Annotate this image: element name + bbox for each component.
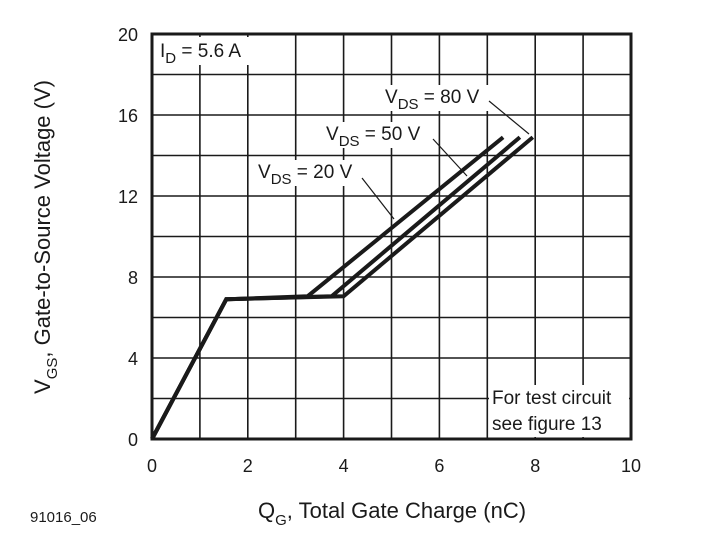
arrow-80v (488, 100, 530, 135)
curves (150, 135, 535, 440)
label-bg (256, 160, 368, 186)
y-tick-labels: 0 4 8 12 16 20 (118, 25, 138, 450)
condition-label-bg (156, 37, 268, 65)
note-line1: For test circuit (492, 388, 612, 409)
label-bg (382, 85, 494, 111)
note-bg (489, 385, 629, 437)
x-tick-label: 6 (434, 456, 444, 476)
y-tick-label: 12 (118, 187, 138, 207)
series-line-2 (150, 135, 535, 440)
y-tick-label: 8 (128, 268, 138, 288)
y-tick-label: 16 (118, 106, 138, 126)
x-tick-label: 0 (147, 456, 157, 476)
note-line2: see figure 13 (492, 414, 602, 435)
x-axis-label: QG, Total Gate Charge (nC) (258, 498, 526, 529)
series-label-50v: VDS = 50 V (326, 124, 421, 150)
x-tick-labels: 0 2 4 6 8 10 (147, 456, 641, 476)
series-label-80v: VDS = 80 V (385, 87, 480, 113)
figure-id: 91016_06 (30, 509, 97, 526)
y-tick-label: 20 (118, 25, 138, 45)
y-axis-label: VGS, Gate-to-Source Voltage (V) (30, 80, 61, 394)
plot-frame (150, 32, 633, 441)
series-label-20v: VDS = 20 V (258, 162, 353, 188)
x-tick-label: 10 (621, 456, 641, 476)
condition-label: ID = 5.6 A (160, 41, 241, 67)
label-arrows (361, 100, 530, 220)
x-tick-label: 2 (243, 456, 253, 476)
x-tick-label: 4 (339, 456, 349, 476)
arrow-50v (432, 138, 468, 177)
x-tick-label: 8 (530, 456, 540, 476)
arrow-20v (361, 177, 395, 220)
y-tick-label: 0 (128, 430, 138, 450)
y-tick-label: 4 (128, 349, 138, 369)
label-bg (324, 122, 436, 148)
